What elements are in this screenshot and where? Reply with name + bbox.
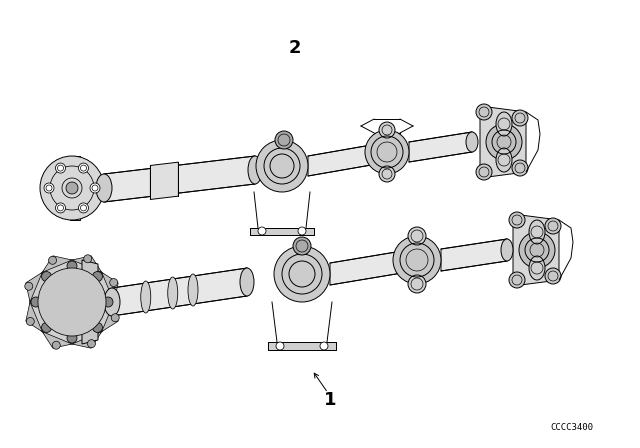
Circle shape (84, 255, 92, 263)
Ellipse shape (501, 239, 513, 261)
Circle shape (258, 227, 266, 235)
Circle shape (276, 342, 284, 350)
Polygon shape (70, 156, 80, 220)
Circle shape (49, 256, 56, 264)
Ellipse shape (371, 144, 383, 164)
Circle shape (79, 163, 88, 173)
Ellipse shape (96, 174, 112, 202)
Polygon shape (42, 332, 72, 348)
Circle shape (25, 282, 33, 290)
Polygon shape (480, 106, 526, 178)
Ellipse shape (188, 274, 198, 306)
Circle shape (379, 166, 395, 182)
Polygon shape (308, 144, 377, 176)
Circle shape (274, 246, 330, 302)
Polygon shape (250, 228, 314, 235)
Circle shape (30, 260, 114, 344)
Ellipse shape (466, 132, 478, 152)
Circle shape (79, 203, 88, 213)
Text: 2: 2 (289, 39, 301, 57)
Circle shape (88, 340, 95, 348)
Polygon shape (102, 302, 118, 332)
Ellipse shape (141, 281, 151, 313)
Polygon shape (102, 272, 118, 302)
Circle shape (476, 104, 492, 120)
Circle shape (67, 333, 77, 343)
Circle shape (109, 279, 118, 287)
Circle shape (46, 276, 98, 328)
Circle shape (298, 227, 306, 235)
Polygon shape (42, 256, 72, 272)
Circle shape (31, 297, 41, 307)
Polygon shape (409, 132, 472, 162)
Polygon shape (330, 251, 402, 285)
Ellipse shape (529, 256, 545, 280)
Text: CCCC3400: CCCC3400 (550, 423, 593, 432)
Ellipse shape (168, 277, 178, 309)
Polygon shape (112, 268, 247, 316)
Circle shape (66, 182, 78, 194)
Circle shape (545, 268, 561, 284)
Circle shape (512, 160, 528, 176)
Circle shape (256, 140, 308, 192)
Circle shape (54, 284, 90, 320)
Circle shape (476, 164, 492, 180)
Circle shape (42, 323, 52, 332)
Ellipse shape (248, 156, 262, 184)
Polygon shape (104, 156, 255, 202)
Circle shape (38, 268, 106, 336)
Circle shape (103, 297, 113, 307)
Text: 1: 1 (324, 391, 336, 409)
Polygon shape (513, 214, 559, 286)
Polygon shape (26, 272, 42, 302)
Circle shape (365, 130, 409, 174)
Circle shape (90, 183, 100, 193)
Circle shape (44, 183, 54, 193)
Circle shape (42, 271, 52, 281)
Circle shape (486, 124, 522, 160)
Circle shape (509, 272, 525, 288)
Circle shape (393, 236, 441, 284)
Polygon shape (441, 239, 507, 271)
Ellipse shape (496, 112, 512, 136)
Polygon shape (150, 162, 179, 199)
Circle shape (545, 218, 561, 234)
Ellipse shape (396, 251, 408, 273)
Circle shape (26, 318, 35, 325)
Circle shape (512, 110, 528, 126)
Circle shape (67, 261, 77, 271)
Ellipse shape (240, 268, 254, 296)
Ellipse shape (529, 220, 545, 244)
Circle shape (519, 232, 555, 268)
Circle shape (56, 163, 65, 173)
Circle shape (92, 323, 102, 332)
Polygon shape (72, 256, 102, 272)
Circle shape (509, 212, 525, 228)
Circle shape (293, 237, 311, 255)
Polygon shape (26, 302, 42, 332)
Circle shape (56, 203, 65, 213)
Circle shape (379, 122, 395, 138)
Circle shape (408, 227, 426, 245)
Circle shape (320, 342, 328, 350)
Polygon shape (268, 342, 336, 350)
Circle shape (92, 271, 102, 281)
Ellipse shape (104, 288, 120, 316)
Circle shape (275, 131, 293, 149)
Circle shape (408, 275, 426, 293)
Circle shape (52, 341, 60, 349)
Circle shape (40, 156, 104, 220)
Polygon shape (82, 260, 98, 344)
Ellipse shape (496, 148, 512, 172)
Polygon shape (72, 332, 102, 348)
Circle shape (62, 292, 82, 312)
Circle shape (111, 314, 119, 322)
